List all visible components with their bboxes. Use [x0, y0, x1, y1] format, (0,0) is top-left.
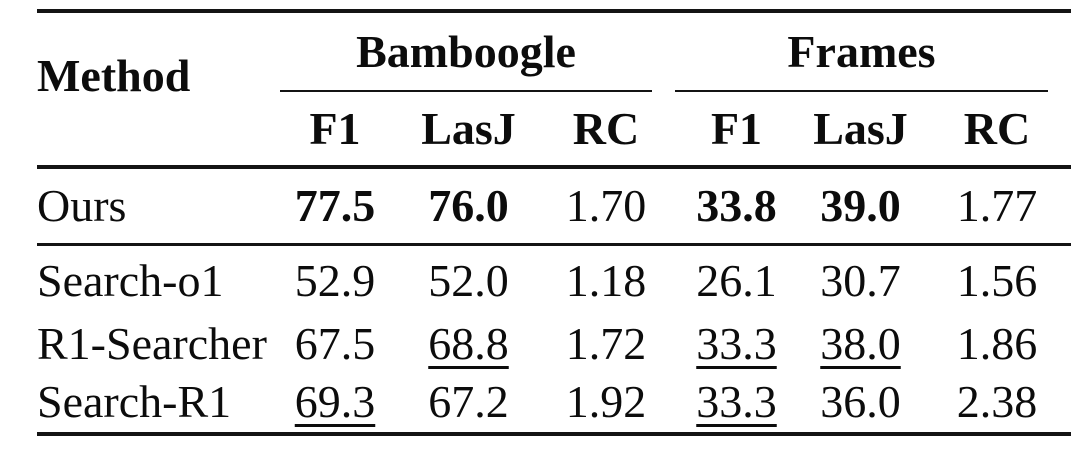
bamboogle-group-underline [280, 90, 652, 92]
cell-search-o1-bamboogle-lasj: 52.0 [428, 255, 509, 306]
cell-search-r1-frames-rc: 2.38 [956, 376, 1038, 427]
cell-r1-searcher-bamboogle-f1: 67.5 [294, 318, 376, 369]
subheader-frames-f1: F1 [710, 102, 763, 154]
cell-r1-searcher-bamboogle-lasj: 68.8 [428, 318, 509, 369]
ours-baselines-separator-rule [37, 243, 1071, 246]
subheader-bamboogle-rc: RC [572, 102, 640, 154]
row-ours-method: Ours [37, 180, 127, 231]
header-separator-rule [37, 165, 1071, 169]
cell-search-o1-frames-rc: 1.56 [956, 255, 1038, 306]
cell-search-r1-frames-lasj: 36.0 [820, 376, 901, 427]
cell-r1-searcher-frames-f1: 33.3 [696, 318, 777, 369]
cell-search-o1-frames-lasj: 30.7 [820, 255, 901, 306]
subheader-frames-lasj: LasJ [813, 102, 908, 154]
subheader-frames-rc: RC [963, 102, 1031, 154]
cell-r1-searcher-frames-rc: 1.86 [956, 318, 1038, 369]
cell-r1-searcher-bamboogle-rc: 1.72 [565, 318, 647, 369]
table-top-rule [37, 9, 1071, 13]
cell-ours-bamboogle-lasj: 76.0 [428, 180, 509, 231]
row-search-r1-method: Search-R1 [37, 376, 232, 427]
cell-search-o1-bamboogle-rc: 1.18 [565, 255, 647, 306]
cell-ours-bamboogle-rc: 1.70 [565, 180, 647, 231]
group-header-frames: Frames [787, 25, 936, 77]
cell-search-o1-frames-f1: 26.1 [696, 255, 777, 306]
row-search-o1-method: Search-o1 [37, 255, 224, 306]
row-r1-searcher-method: R1-Searcher [37, 318, 267, 369]
frames-group-underline [675, 90, 1048, 92]
table-bottom-rule [37, 432, 1071, 436]
cell-search-r1-frames-f1: 33.3 [696, 376, 777, 427]
cell-ours-frames-f1: 33.8 [696, 180, 777, 231]
cell-ours-bamboogle-f1: 77.5 [294, 180, 376, 231]
cell-search-r1-bamboogle-lasj: 67.2 [428, 376, 509, 427]
cell-ours-frames-lasj: 39.0 [820, 180, 901, 231]
subheader-bamboogle-f1: F1 [309, 102, 361, 154]
group-header-bamboogle: Bamboogle [356, 25, 576, 77]
benchmark-results-table: Method Bamboogle Frames F1 LasJ RC F1 La… [37, 9, 1071, 436]
cell-r1-searcher-frames-lasj: 38.0 [820, 318, 901, 369]
method-column-header: Method [37, 50, 191, 101]
cell-search-r1-bamboogle-f1: 69.3 [294, 376, 376, 427]
subheader-bamboogle-lasj: LasJ [421, 102, 516, 154]
cell-search-o1-bamboogle-f1: 52.9 [294, 255, 376, 306]
cell-search-r1-bamboogle-rc: 1.92 [565, 376, 647, 427]
cell-ours-frames-rc: 1.77 [956, 180, 1038, 231]
